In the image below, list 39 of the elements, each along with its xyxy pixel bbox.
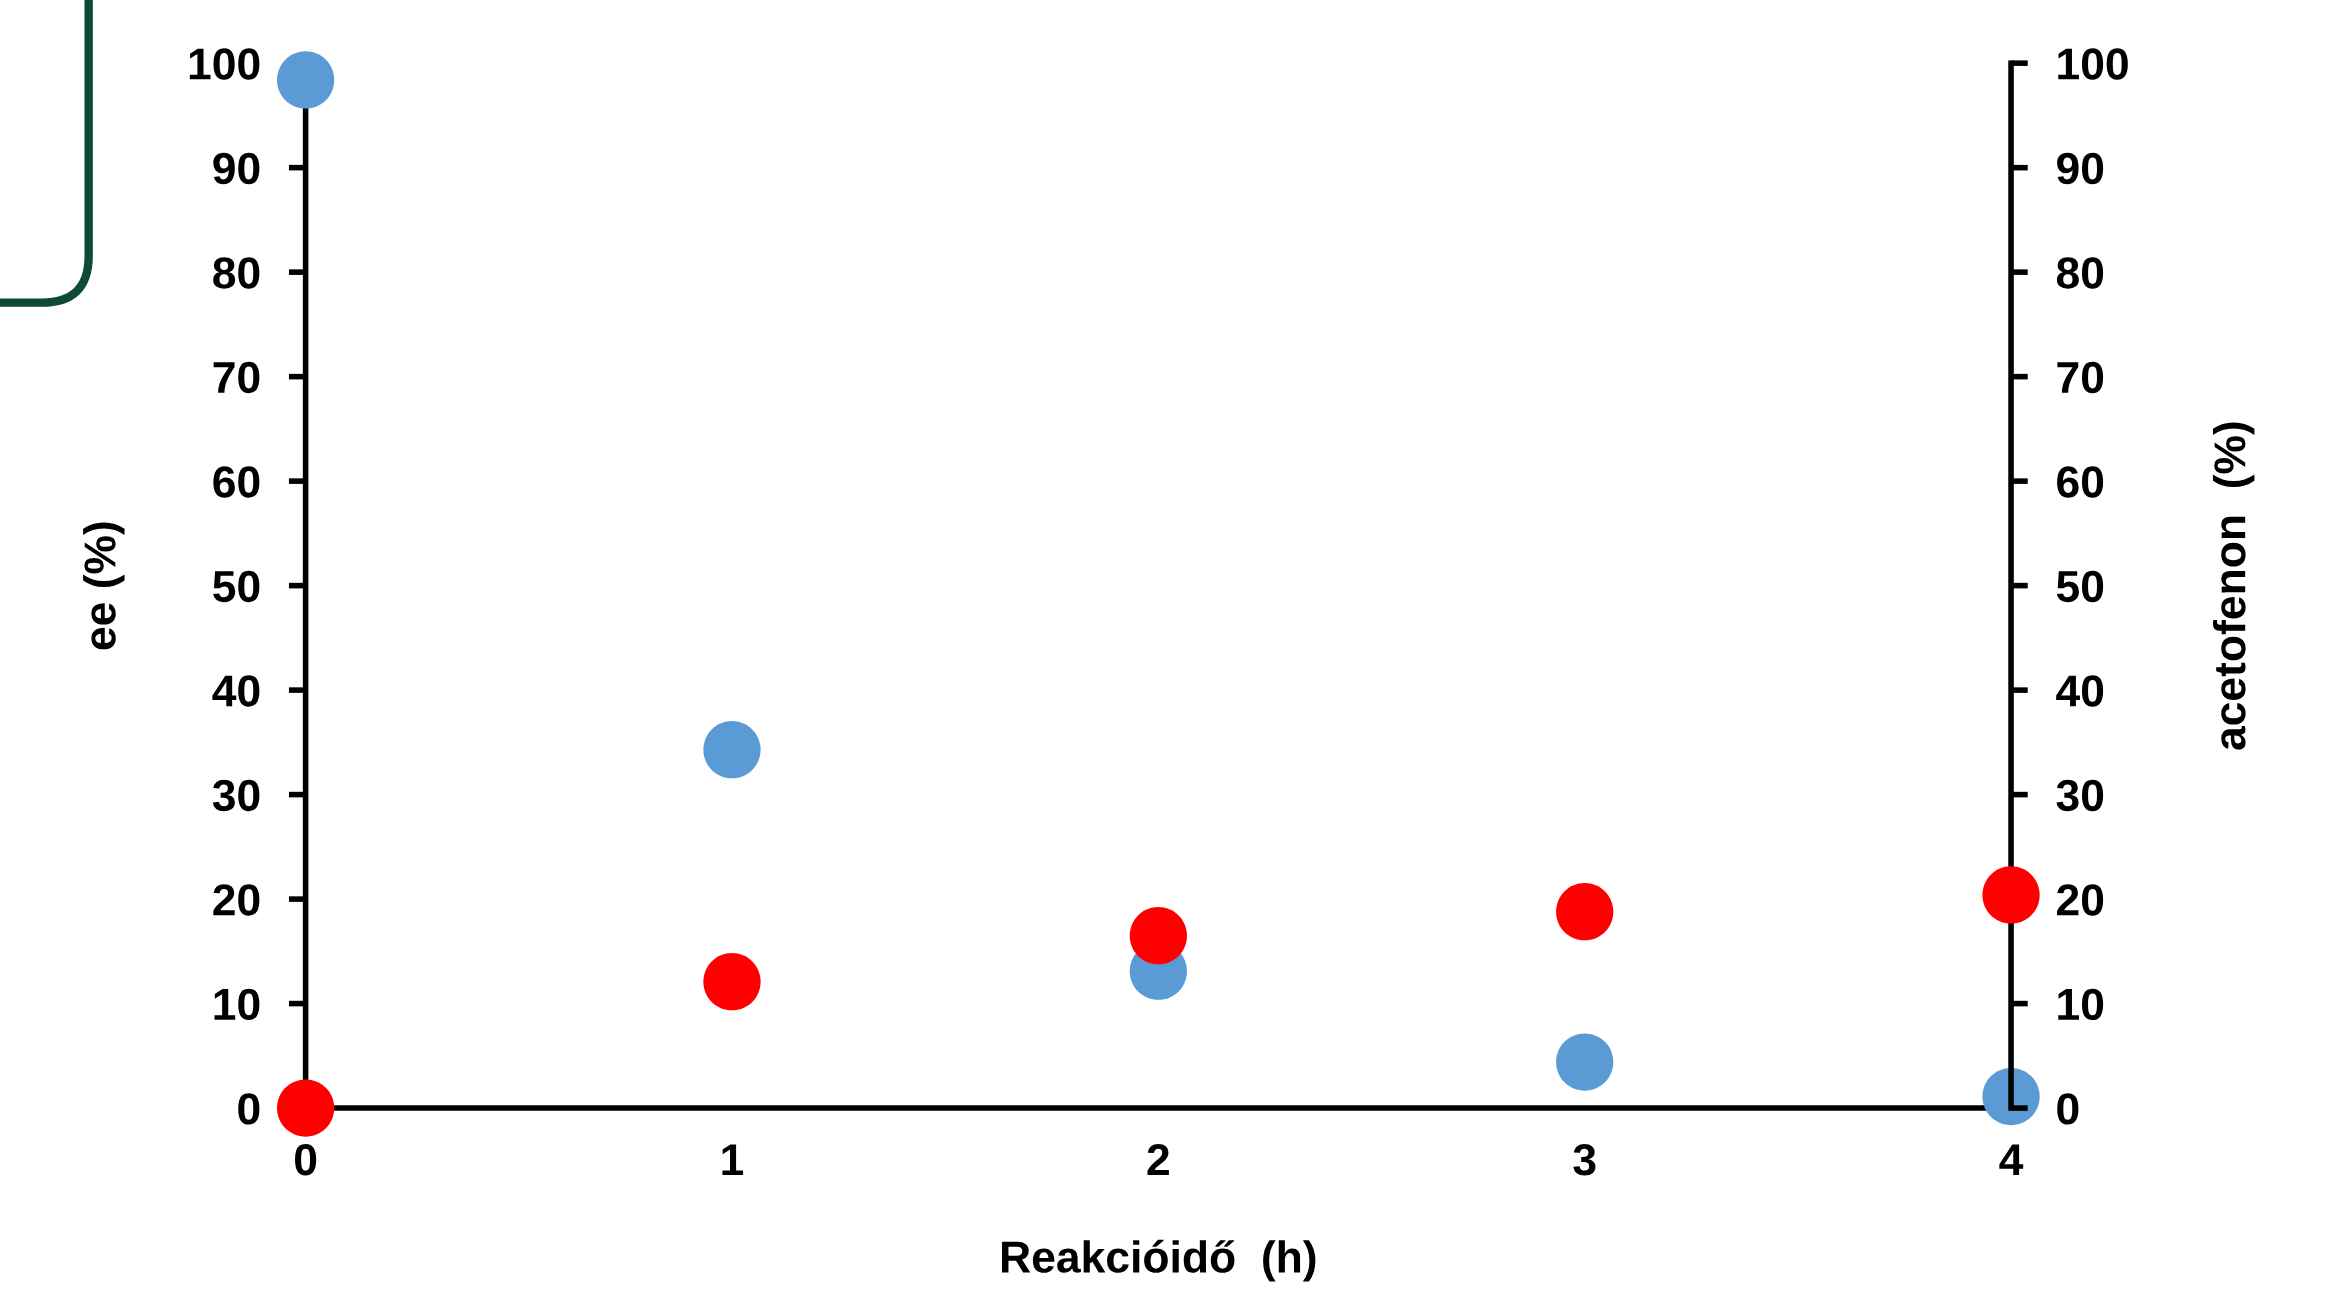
y-tick-label: 50 xyxy=(213,570,260,603)
y2-tick-label: 100 xyxy=(2058,48,2128,80)
point xyxy=(1556,883,1614,941)
y-tick-label: 70 xyxy=(213,361,260,394)
y2-tick-label: 70 xyxy=(2057,361,2104,394)
y-axis-title: ee (%) xyxy=(83,522,125,650)
y-tick-label: 100 xyxy=(189,48,260,80)
point xyxy=(1982,866,2040,924)
y2-tick-label: 90 xyxy=(2057,152,2104,185)
y2-tick-label: 0 xyxy=(2057,1093,2079,1125)
x-axis-title: Reakcióidő (h) xyxy=(1002,1239,1316,1282)
x-tick-label: 0 xyxy=(295,1143,317,1176)
x-tick-label: 4 xyxy=(1999,1144,2024,1175)
y2-tick-label: 20 xyxy=(2057,884,2104,916)
x-tick-label: 2 xyxy=(1147,1143,1169,1175)
point xyxy=(1982,1067,2040,1126)
x-tick-label: 3 xyxy=(1573,1143,1596,1176)
point xyxy=(1556,1033,1614,1091)
y2-tick-label: 50 xyxy=(2056,570,2104,603)
point xyxy=(1129,907,1187,965)
y-tick-label: 20 xyxy=(213,884,260,916)
y-tick-label: 0 xyxy=(238,1093,260,1125)
point xyxy=(276,1079,335,1137)
y-tick-label: 10 xyxy=(214,988,260,1021)
y2-axis-title: acetofenon (%) xyxy=(2212,422,2255,750)
y-tick-label: 60 xyxy=(213,466,260,498)
y-tick-label: 90 xyxy=(213,152,260,185)
y-tick-label: 30 xyxy=(212,779,260,812)
point xyxy=(703,721,761,779)
y2-tick-label: 30 xyxy=(2056,779,2104,812)
x-tick-label: 1 xyxy=(722,1144,744,1175)
y2-tick-label: 80 xyxy=(2056,257,2104,289)
y2-tick-label: 60 xyxy=(2057,466,2104,498)
point xyxy=(276,51,335,109)
y2-tick-label: 10 xyxy=(2058,988,2104,1021)
y-tick-label: 40 xyxy=(212,675,260,707)
y-tick-label: 80 xyxy=(213,257,260,289)
y2-tick-label: 40 xyxy=(2056,675,2104,707)
point xyxy=(703,953,761,1011)
